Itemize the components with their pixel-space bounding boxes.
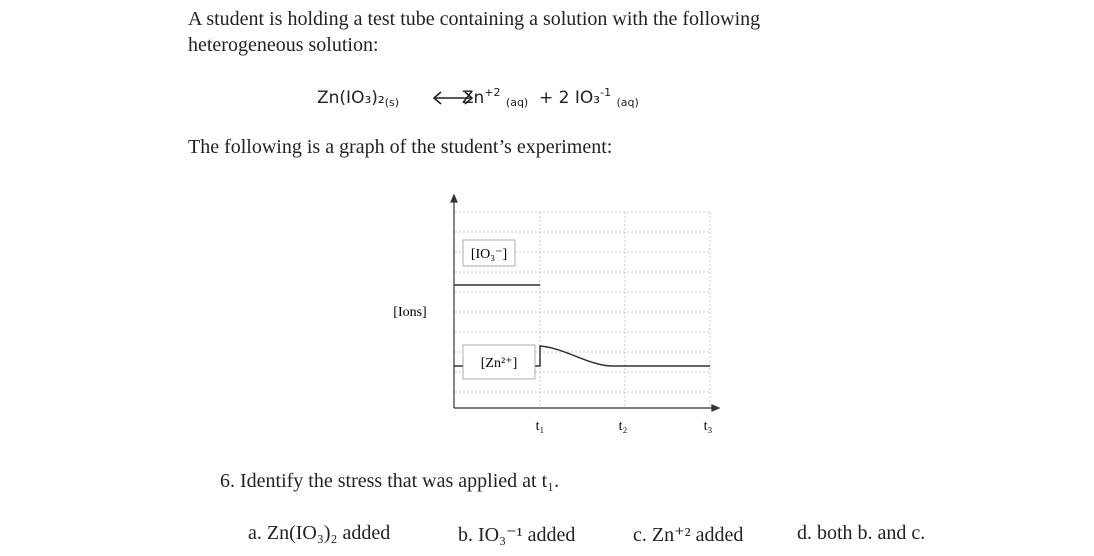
- zinc-line: [454, 345, 710, 367]
- axes: [450, 193, 721, 412]
- grid: [455, 211, 711, 406]
- graph-intro: The following is a graph of the student’…: [188, 136, 613, 158]
- zinc-label: [Zn²⁺]: [481, 356, 517, 371]
- product: IO₃: [574, 88, 601, 108]
- time-label: t₃: [704, 419, 713, 434]
- label-box: [462, 239, 516, 267]
- equation: Zn(IO₃)₂(s) Zn+2 (aq) + 2 IO₃-1 (aq): [317, 86, 639, 109]
- intro-line: A student is holding a test tube contain…: [188, 8, 761, 30]
- charge: -1: [600, 86, 612, 99]
- time-label: t₂: [619, 419, 628, 434]
- option: b. IO₃⁻¹ added: [458, 524, 576, 546]
- y-axis-label: [Ions]: [393, 305, 426, 320]
- option: a. Zn(IO₃)₂ added: [248, 522, 391, 544]
- iodate-label: [IO₃⁻]: [471, 247, 507, 262]
- option: d. both b. and c.: [797, 522, 926, 544]
- label-box: [462, 344, 536, 380]
- intro-line: heterogeneous solution:: [188, 34, 379, 56]
- coefficient: + 2: [539, 88, 570, 108]
- charge: +2: [484, 86, 501, 99]
- state: (aq): [616, 96, 639, 109]
- time-label: t₁: [536, 419, 545, 434]
- state: (s): [384, 96, 400, 109]
- option: c. Zn⁺² added: [633, 524, 744, 546]
- state: (aq): [505, 96, 529, 109]
- question: 6. Identify the stress that was applied …: [220, 470, 560, 492]
- eq-arrow: [432, 91, 474, 105]
- reactant: Zn(IO₃)₂: [317, 88, 385, 108]
